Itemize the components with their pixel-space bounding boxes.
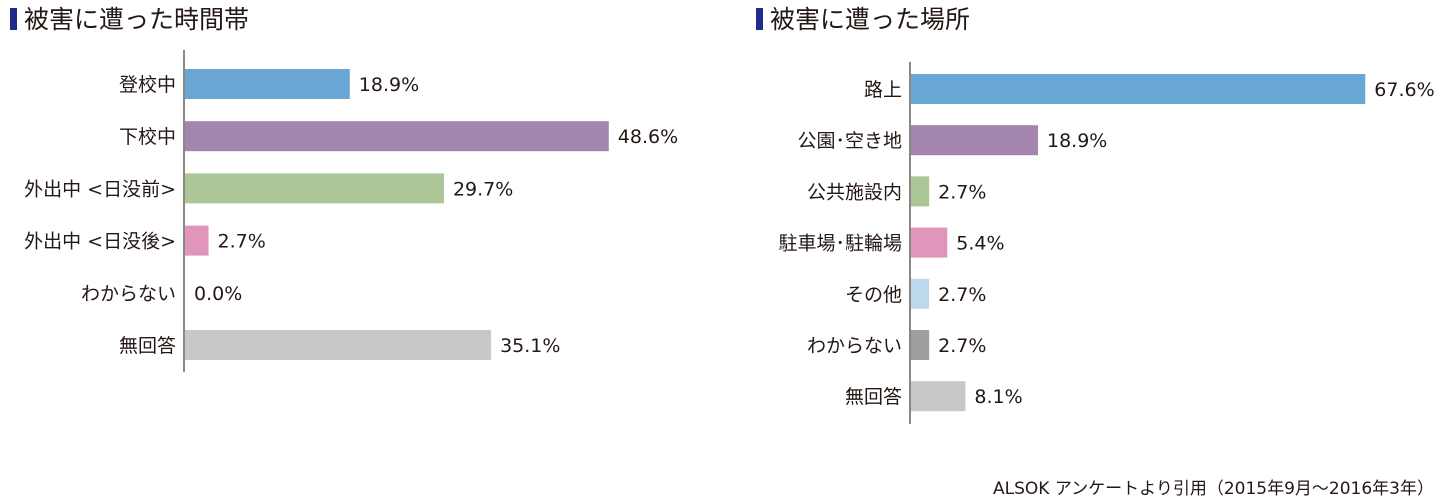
place-category-label-1: 路上 [864, 79, 902, 101]
time-bar-1 [185, 69, 350, 99]
time-value-label-5: 0.0% [194, 283, 242, 305]
place-category-label-4: 駐車場･駐輪場 [778, 233, 902, 255]
place-category-label-3: 公共施設内 [807, 181, 902, 203]
place-value-label-2: 18.9% [1047, 130, 1107, 152]
time-value-label-4: 2.7% [218, 231, 266, 253]
time-value-label-1: 18.9% [359, 74, 419, 96]
place-value-label-1: 67.6% [1374, 79, 1434, 101]
time-title-marker [10, 8, 17, 30]
time-bar-4 [185, 225, 209, 256]
place-bar-4 [911, 227, 948, 258]
place-value-label-6: 2.7% [938, 335, 986, 357]
place-bar-2 [911, 125, 1039, 156]
time-category-label-5: わからない [81, 283, 176, 305]
time-category-label-4: 外出中 <日没後> [24, 231, 176, 253]
source-note: ALSOK アンケートより引用（2015年9月～2016年3年） [993, 479, 1434, 499]
time-bar-3 [185, 173, 444, 204]
place-category-label-6: わからない [807, 335, 902, 357]
place-category-label-7: 無回答 [845, 386, 902, 408]
place-bar-7 [911, 381, 966, 412]
place-category-label-2: 公園･空き地 [797, 130, 902, 152]
place-bar-1 [911, 74, 1366, 104]
place-category-label-5: その他 [845, 284, 902, 306]
time-category-label-2: 下校中 [119, 126, 176, 148]
time-value-label-3: 29.7% [453, 178, 513, 200]
time-category-label-1: 登校中 [119, 74, 176, 96]
time-value-label-6: 35.1% [500, 335, 560, 357]
place-bar-6 [911, 330, 930, 360]
place-value-label-3: 2.7% [938, 181, 986, 203]
place-bar-5 [911, 278, 930, 309]
place-bar-3 [911, 176, 930, 207]
time-bar-2 [185, 121, 609, 152]
place-title-marker [756, 8, 763, 30]
time-bar-6 [185, 330, 492, 360]
place-chart-title: 被害に遭った場所 [770, 5, 970, 34]
place-value-label-7: 8.1% [974, 386, 1022, 408]
place-value-label-4: 5.4% [956, 233, 1004, 255]
time-value-label-2: 48.6% [618, 126, 678, 148]
time-category-label-3: 外出中 <日没前> [24, 178, 176, 200]
place-value-label-5: 2.7% [938, 284, 986, 306]
time-chart-title: 被害に遭った時間帯 [24, 5, 249, 34]
time-category-label-6: 無回答 [119, 335, 176, 357]
